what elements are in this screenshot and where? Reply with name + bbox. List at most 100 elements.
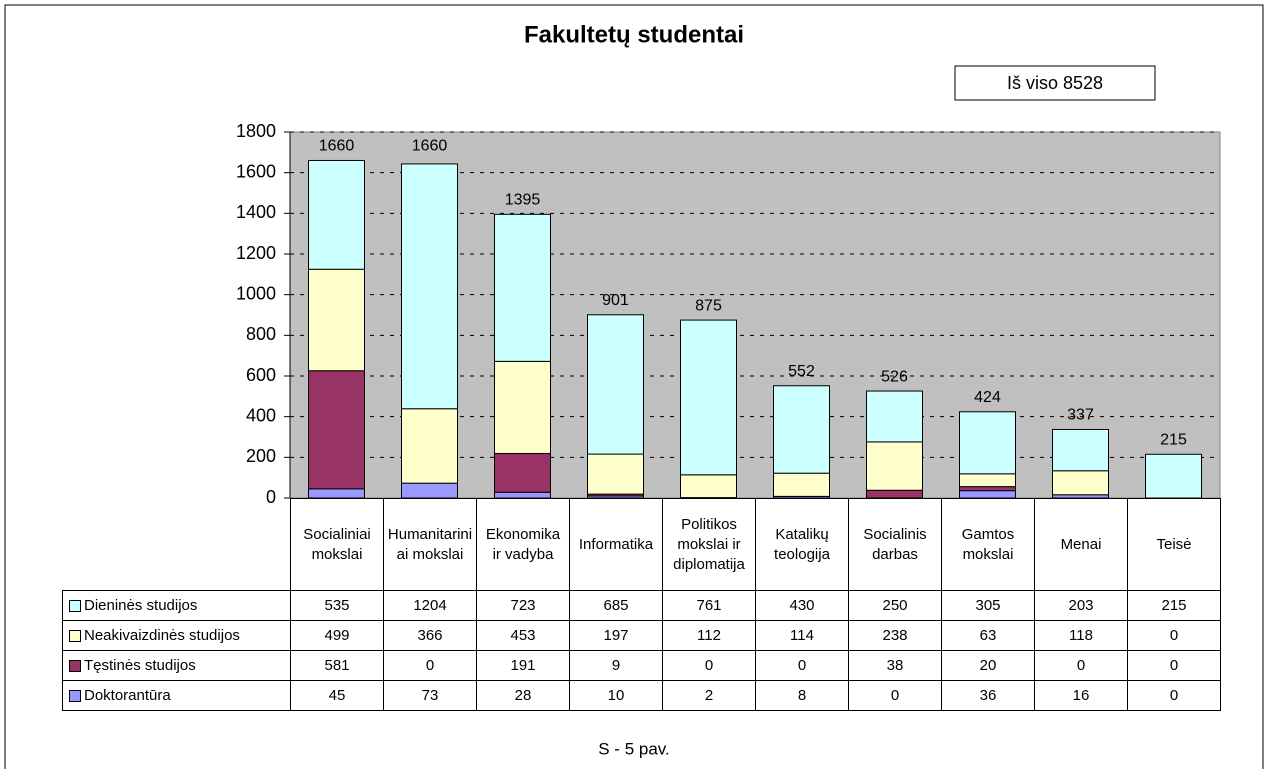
table-value: 0 — [755, 650, 849, 681]
category-label: Socialinis darbas — [848, 498, 942, 591]
bar-segment — [773, 385, 830, 474]
legend-entry: Tęstinės studijos — [62, 650, 291, 681]
bar-segment — [959, 490, 1016, 499]
legend-key — [69, 689, 81, 702]
total-label: 1395 — [505, 192, 541, 209]
y-tick-label: 400 — [246, 405, 276, 425]
total-label: 1660 — [412, 138, 448, 155]
bar-segment — [959, 486, 1016, 492]
total-label: 901 — [602, 292, 629, 309]
bar-segment — [308, 488, 365, 499]
table-value: 20 — [941, 650, 1035, 681]
total-label: 215 — [1160, 432, 1187, 449]
table-value: 2 — [662, 680, 756, 711]
table-value: 28 — [476, 680, 570, 711]
table-value: 36 — [941, 680, 1035, 711]
table-value: 10 — [569, 680, 663, 711]
y-tick-label: 200 — [246, 446, 276, 466]
category-label: Humanitariniai mokslai — [383, 498, 477, 591]
bar-segment — [401, 482, 458, 499]
legend-key — [69, 629, 81, 642]
table-value: 215 — [1127, 590, 1221, 621]
table-value: 38 — [848, 650, 942, 681]
table-value: 16 — [1034, 680, 1128, 711]
table-value: 238 — [848, 620, 942, 651]
table-value: 63 — [941, 620, 1035, 651]
bar-segment — [959, 411, 1016, 475]
bar-segment — [866, 390, 923, 443]
chart-title: Fakultetų studentai — [524, 21, 744, 48]
bar-segment — [866, 441, 923, 491]
table-value: 0 — [383, 650, 477, 681]
bar-segment — [494, 213, 551, 362]
legend-entry: Doktorantūra — [62, 680, 291, 711]
table-value: 535 — [290, 590, 384, 621]
table-value: 203 — [1034, 590, 1128, 621]
table-value: 1204 — [383, 590, 477, 621]
table-value: 118 — [1034, 620, 1128, 651]
table-value: 73 — [383, 680, 477, 711]
legend-label: Tęstinės studijos — [84, 656, 196, 674]
table-value: 453 — [476, 620, 570, 651]
total-label: 526 — [881, 368, 908, 385]
legend-entry: Neakivaizdinės studijos — [62, 620, 291, 651]
table-value: 191 — [476, 650, 570, 681]
legend-entry: Dieninės studijos — [62, 590, 291, 621]
bar-segment — [680, 319, 737, 476]
bar-segment — [1052, 428, 1109, 472]
bar-segment — [1052, 470, 1109, 496]
total-label: 875 — [695, 297, 722, 314]
caption: S - 5 pav. — [598, 739, 670, 758]
table-value: 366 — [383, 620, 477, 651]
category-label: Gamtos mokslai — [941, 498, 1035, 591]
y-tick-label: 1800 — [236, 121, 276, 141]
legend-label: Dieninės studijos — [84, 596, 198, 614]
y-tick-label: 1400 — [236, 202, 276, 222]
bar-segment — [401, 408, 458, 484]
legend-key — [69, 659, 81, 672]
table-value: 0 — [1034, 650, 1128, 681]
table-value: 8 — [755, 680, 849, 711]
category-label: Katalikų teologija — [755, 498, 849, 591]
bar-segment — [308, 268, 365, 372]
category-label: Informatika — [569, 498, 663, 591]
category-label: Ekonomika ir vadyba — [476, 498, 570, 591]
bar-segment — [494, 360, 551, 454]
table-value: 685 — [569, 590, 663, 621]
bar-segment — [959, 473, 1016, 488]
bar-segment — [587, 453, 644, 495]
table-value: 112 — [662, 620, 756, 651]
bar-segment — [494, 452, 551, 493]
category-label: Teisė — [1127, 498, 1221, 591]
bar-segment — [680, 474, 737, 499]
table-value: 250 — [848, 590, 942, 621]
category-label: Politikos mokslai ir diplomatija — [662, 498, 756, 591]
table-value: 114 — [755, 620, 849, 651]
table-value: 430 — [755, 590, 849, 621]
table-value: 499 — [290, 620, 384, 651]
annotation: Iš viso 8528 — [1007, 73, 1103, 93]
y-tick-label: 1600 — [236, 161, 276, 181]
legend-key — [69, 599, 81, 612]
total-label: 337 — [1067, 407, 1094, 424]
category-label: Socialiniai mokslai — [290, 498, 384, 591]
table-value: 581 — [290, 650, 384, 681]
total-label: 1660 — [319, 138, 355, 155]
table-value: 0 — [1127, 650, 1221, 681]
total-label: 424 — [974, 389, 1001, 406]
table-value: 761 — [662, 590, 756, 621]
chart-border — [4, 4, 1264, 769]
y-tick-label: 600 — [246, 365, 276, 385]
bar-segment — [773, 472, 830, 497]
legend-label: Doktorantūra — [84, 686, 171, 704]
category-label: Menai — [1034, 498, 1128, 591]
bar-segment — [308, 159, 365, 270]
bar-segment — [587, 314, 644, 455]
table-value: 197 — [569, 620, 663, 651]
y-tick-label: 800 — [246, 324, 276, 344]
table-value: 9 — [569, 650, 663, 681]
table-value: 305 — [941, 590, 1035, 621]
total-label: 552 — [788, 363, 815, 380]
